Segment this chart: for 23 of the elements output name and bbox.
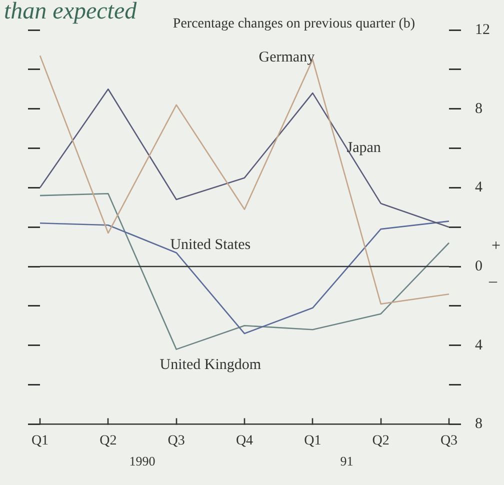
chart-title: than expected: [4, 0, 138, 24]
y-tick-label: 8: [475, 416, 482, 432]
x-tick-label: Q4: [236, 433, 254, 448]
y-tick-label: 8: [475, 100, 482, 117]
series-label: United States: [170, 236, 251, 253]
text: _: [488, 268, 498, 285]
text: 1990: [129, 454, 156, 469]
y-tick-label: 4: [475, 337, 483, 354]
chart-subtitle: Percentage changes on previous quarter (b): [172, 16, 416, 32]
text: +: [491, 238, 501, 255]
y-tick-label: 4: [475, 180, 483, 196]
x-tick-label: Q2: [372, 433, 390, 448]
x-tick-label: Q2: [100, 433, 117, 448]
x-tick-label: Q3: [440, 433, 458, 448]
series-label: Germany: [258, 50, 316, 66]
x-tick-label: Q1: [31, 433, 49, 448]
series-label: Japan: [346, 140, 382, 156]
y-tick-label: 12: [475, 22, 490, 38]
x-tick-label: Q1: [304, 433, 322, 448]
y-tick-label: 0: [475, 258, 482, 274]
series-label: United Kingdom: [160, 357, 262, 374]
text: 91: [340, 454, 354, 469]
x-tick-label: Q3: [168, 433, 185, 448]
